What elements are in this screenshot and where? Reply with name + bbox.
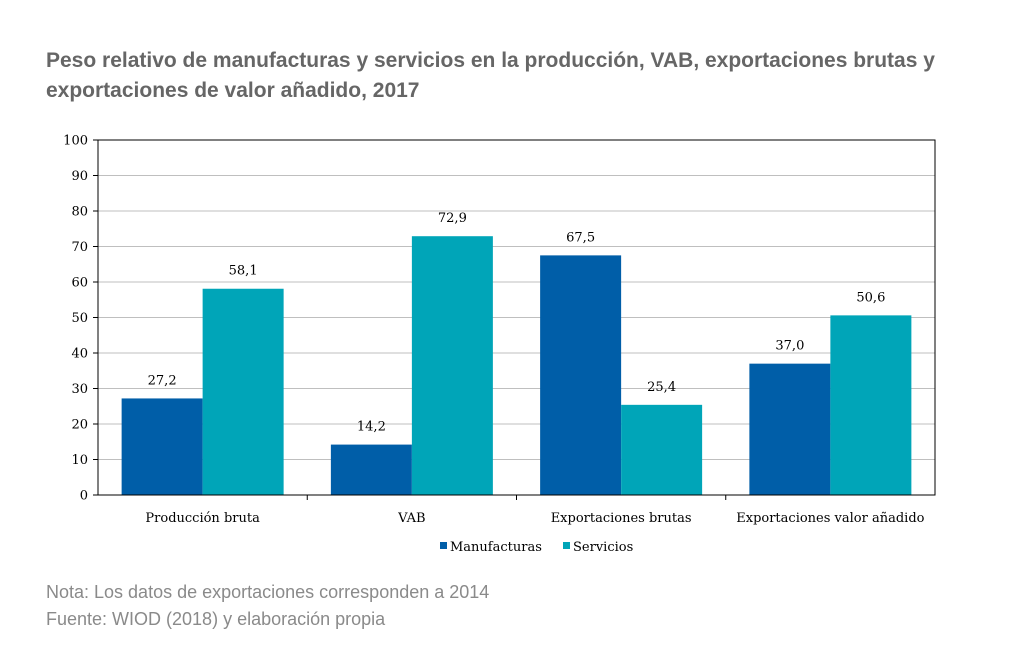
bar-manufacturas-3 [749,363,831,495]
y-tick-label: 40 [71,347,88,362]
data-label: 50,6 [856,290,885,305]
x-category-label: Exportaciones brutas [551,511,692,526]
y-tick-label: 70 [71,240,88,255]
bar-manufacturas-0 [121,398,203,495]
bar-manufacturas-2 [540,255,622,495]
chart-title: Peso relativo de manufacturas y servicio… [46,49,935,102]
x-category-label: VAB [397,511,425,526]
bars [121,236,912,495]
legend: Manufacturas Servicios [440,540,633,555]
legend-swatch-servicios [563,542,570,549]
legend-label-servicios: Servicios [573,540,633,555]
bar-servicios-1 [411,236,493,495]
bar-manufacturas-1 [330,444,412,495]
data-label: 27,2 [148,373,177,388]
data-labels: 27,2 58,1 14,2 72,9 67,5 25,4 37,0 50,6 [148,211,886,434]
legend-swatch-manufacturas [440,542,447,549]
y-tick-label: 10 [71,453,88,468]
source-text: Fuente: WIOD (2018) y elaboración propia [46,609,386,629]
data-label: 37,0 [775,339,804,354]
y-tick-label: 30 [71,382,88,397]
y-tick-label: 0 [80,489,88,504]
data-label: 25,4 [647,380,676,395]
x-category-label: Exportaciones valor añadido [736,511,924,526]
y-tick-label: 90 [71,169,88,184]
y-tick-label: 100 [63,134,88,149]
bar-servicios-3 [830,315,912,495]
category-labels: Producción bruta VAB Exportaciones brutas E… [145,511,924,526]
x-category-label: Producción bruta [145,511,260,526]
bar-servicios-2 [621,404,703,495]
y-tick-labels: 0 10 20 30 40 50 60 70 80 90 100 [63,134,88,504]
bar-servicios-0 [202,288,284,495]
note-text: Nota: Los datos de exportaciones corresp… [46,582,490,602]
legend-label-manufacturas: Manufacturas [450,540,542,555]
y-tick-label: 20 [71,418,88,433]
y-tick-label: 60 [71,276,88,291]
axes [93,139,936,500]
data-label: 72,9 [438,211,467,226]
data-label: 14,2 [357,420,386,435]
y-tick-label: 80 [71,205,88,220]
y-tick-label: 50 [71,311,88,326]
data-label: 67,5 [566,230,595,245]
data-label: 58,1 [229,264,258,279]
